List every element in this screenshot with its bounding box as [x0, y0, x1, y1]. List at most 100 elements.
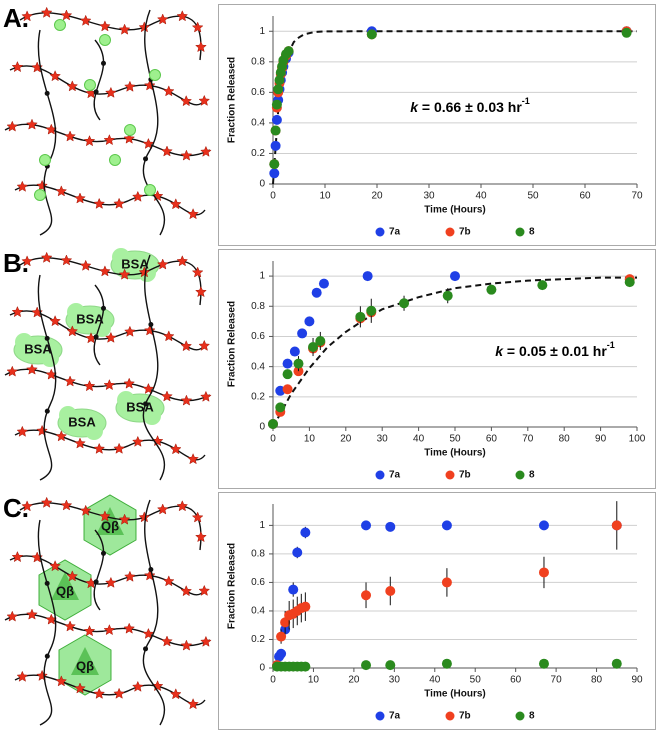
data-point [292, 547, 303, 558]
star-endgroup [21, 500, 33, 512]
star-endgroup [104, 86, 117, 98]
data-point [283, 46, 294, 57]
data-point [282, 384, 293, 395]
data-point [300, 527, 311, 538]
x-tick-label: 30 [423, 191, 435, 202]
star-endgroup [79, 14, 92, 26]
x-tick-label: 70 [522, 434, 534, 445]
cargo-blob [59, 406, 77, 424]
star-endgroup [169, 198, 182, 210]
x-axis-title: Time (Hours) [424, 689, 486, 700]
polymer-strand [9, 65, 206, 106]
star-endgroup [161, 145, 173, 157]
capsid-face [96, 507, 124, 535]
annotation-symbol: k [495, 343, 504, 359]
star-endgroup [195, 40, 207, 53]
y-tick-label: 0 [259, 663, 265, 674]
data-point [269, 159, 280, 170]
star-endgroup [176, 10, 189, 22]
star-endgroup [6, 365, 19, 377]
y-tick-label: 0 [259, 179, 265, 190]
polymer-strand [93, 529, 105, 611]
cargo-label: BSA [126, 399, 154, 414]
y-axis-title: Fraction Released [227, 301, 238, 387]
data-point [275, 402, 286, 413]
star-endgroup [191, 511, 204, 523]
x-tick-label: 0 [270, 434, 276, 445]
data-point [399, 298, 410, 309]
x-tick-label: 60 [579, 191, 591, 202]
panel-label: A. [3, 3, 29, 33]
chart-frame [218, 4, 656, 246]
data-point [361, 590, 372, 601]
star-endgroup [99, 510, 111, 522]
data-point [385, 660, 396, 671]
data-point [315, 335, 326, 346]
star-endgroup [180, 95, 193, 107]
legend-label: 7a [389, 227, 401, 238]
data-point [385, 585, 396, 596]
polymer-strand [19, 257, 202, 306]
x-tick-label: 70 [551, 675, 563, 686]
star-endgroup [176, 255, 189, 267]
star-endgroup [55, 675, 68, 687]
star-endgroup [123, 622, 136, 634]
star-endgroup [200, 635, 212, 647]
legend-marker [375, 470, 385, 480]
capsid-face [51, 572, 79, 600]
data-point [271, 114, 282, 125]
data-point [624, 277, 635, 288]
y-tick-label: 1 [259, 26, 265, 37]
polymer-strand [93, 39, 105, 121]
star-endgroup [99, 265, 111, 277]
data-point [304, 316, 315, 327]
legend-label: 7b [459, 227, 471, 238]
cargo-sphere [99, 34, 111, 46]
y-tick-label: 0.4 [251, 118, 265, 129]
star-endgroup [198, 584, 211, 596]
star-endgroup [83, 135, 96, 147]
star-endgroup [60, 254, 73, 266]
star-endgroup [124, 325, 136, 337]
legend-marker [445, 227, 455, 237]
star-endgroup [93, 687, 106, 699]
star-endgroup [93, 197, 106, 209]
star-endgroup [113, 687, 126, 699]
star-endgroup [83, 380, 96, 392]
star-endgroup [169, 688, 182, 700]
x-axis-title: Time (Hours) [424, 448, 486, 459]
data-point [441, 577, 452, 588]
crosslink [143, 401, 149, 407]
star-endgroup [26, 608, 38, 620]
polymer-strand [37, 274, 57, 481]
crosslink [143, 156, 149, 162]
x-tick-label: 40 [429, 675, 441, 686]
star-endgroup [138, 511, 151, 523]
data-point [537, 280, 548, 291]
data-point [538, 658, 549, 669]
star-endgroup [191, 21, 204, 33]
star-endgroup [40, 6, 53, 18]
crosslink [44, 408, 50, 414]
star-endgroup [180, 639, 193, 651]
data-point [300, 601, 311, 612]
star-endgroup [16, 425, 29, 437]
cargo-label: Qβ [56, 583, 74, 598]
cargo-sphere [149, 69, 161, 81]
data-point [288, 584, 299, 595]
star-endgroup [113, 197, 126, 209]
crosslink [148, 321, 154, 327]
star-endgroup [123, 132, 136, 144]
star-endgroup [118, 513, 131, 525]
star-endgroup [104, 576, 117, 588]
y-tick-label: 0.6 [251, 87, 265, 98]
x-tick-label: 20 [340, 434, 352, 445]
star-endgroup [49, 70, 61, 82]
star-endgroup [138, 266, 151, 278]
data-point [361, 520, 372, 531]
star-endgroup [200, 390, 212, 402]
star-endgroup [31, 551, 44, 563]
